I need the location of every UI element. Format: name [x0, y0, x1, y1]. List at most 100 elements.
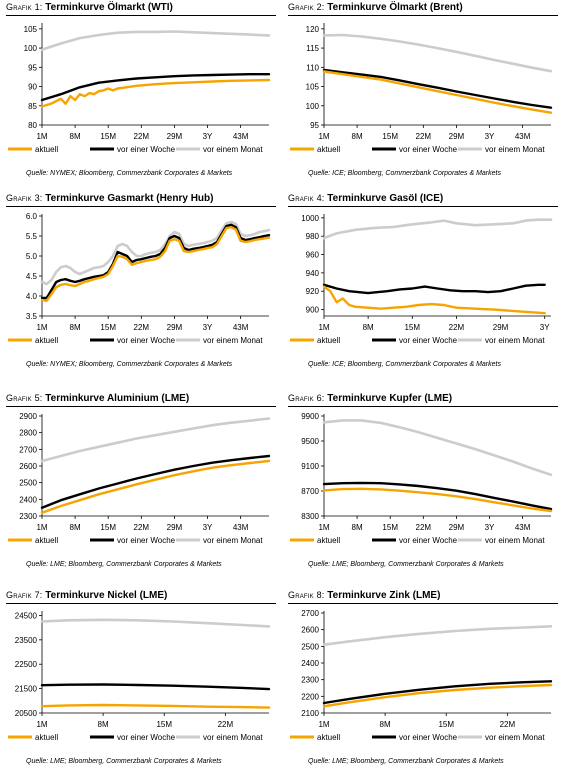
chart-4-legend-label-aktuell: aktuell — [317, 336, 340, 345]
chart-6-panel: Grafik 6: Terminkurve Kupfer (LME) 8300 87… — [288, 393, 558, 578]
chart-8-legend-label-woche: vor einer Woche — [399, 733, 458, 742]
chart-4-y-tick-label: 900 — [306, 306, 320, 315]
chart-8-legend-label-monat: vor einem Monat — [485, 733, 545, 742]
chart-1-x-tick-label: 22M — [134, 132, 150, 141]
chart-5-x-tick-label: 3Y — [203, 523, 213, 532]
chart-4-source: Quelle: ICE; Bloomberg, Commerzbank Corp… — [308, 361, 501, 368]
chart-8-legend-label-aktuell: aktuell — [317, 733, 340, 742]
chart-2-series-aktuell — [322, 70, 553, 114]
chart-5-legend-label-woche: vor einer Woche — [117, 536, 176, 545]
chart-6-title-prefix: Grafik 6: — [288, 393, 325, 403]
chart-2-x-tick-label: 1M — [318, 132, 329, 141]
chart-1-panel: Grafik 1: Terminkurve Ölmarkt (WTI) 80 85 9… — [6, 2, 276, 187]
chart-7-series-monat — [40, 618, 271, 628]
chart-2-svg: 95 100 105 110 115 120 1M 8M 15M 22M 29M 3Y 43M aktue… — [290, 23, 553, 154]
chart-8-y-tick-label: 2100 — [301, 709, 319, 718]
chart-5-x-tick-label: 22M — [134, 523, 150, 532]
chart-6-legend-label-monat: vor einem Monat — [485, 536, 545, 545]
chart-4-panel: Grafik 4: Terminkurve Gasöl (ICE) 900 920 9… — [288, 193, 558, 378]
chart-4-y-tick-label: 980 — [306, 232, 320, 241]
chart-3-panel: Grafik 3: Terminkurve Gasmarkt (Henry Hu… — [6, 193, 276, 378]
chart-3-x-tick-label: 1M — [36, 323, 47, 332]
chart-7-y-tick-label: 24500 — [15, 611, 38, 620]
chart-1-legend-monat: vor einem Monat — [176, 145, 263, 154]
chart-3-x-tick-label: 29M — [167, 323, 183, 332]
chart-2-y-tick-label: 95 — [310, 121, 319, 130]
chart-6-x-tick-label: 8M — [352, 523, 363, 532]
chart-6-title-text: Terminkurve Kupfer (LME) — [327, 393, 453, 404]
chart-3-title-rule — [6, 206, 276, 207]
chart-3-y-tick-label: 4.5 — [26, 272, 38, 281]
chart-3-title-text: Terminkurve Gasmarkt (Henry Hub) — [45, 193, 214, 204]
chart-1-title: Grafik 1: Terminkurve Ölmarkt (WTI) — [6, 2, 173, 13]
chart-8-series-monat — [322, 625, 553, 646]
chart-7-svg: 20500 21500 22500 23500 24500 1M 8M 15M 22M aktue… — [8, 611, 271, 742]
chart-7-title-rule — [6, 603, 276, 604]
chart-1-title-prefix: Grafik 1: — [6, 2, 43, 12]
chart-3-svg: 3.5 4.0 4.5 5.0 5.5 6.0 1M 8M 15M 22M 29M 3Y 43M aktu… — [8, 212, 271, 345]
chart-2-title-text: Terminkurve Ölmarkt (Brent) — [327, 2, 463, 13]
chart-5-series-aktuell — [40, 459, 271, 514]
chart-7-source: Quelle: LME; Bloomberg, Commerzbank Corp… — [26, 758, 222, 765]
chart-2-y-tick-label: 120 — [306, 25, 320, 34]
chart-2-legend-monat: vor einem Monat — [458, 145, 545, 154]
chart-4-x-tick-label: 3Y — [540, 323, 550, 332]
chart-8-title-text: Terminkurve Zink (LME) — [327, 590, 441, 601]
chart-2-y-tick-label: 110 — [306, 63, 319, 72]
chart-7-y-tick-label: 23500 — [15, 636, 38, 645]
chart-5-legend-monat: vor einem Monat — [176, 536, 263, 545]
chart-1-x-tick-label: 1M — [36, 132, 47, 141]
chart-7-legend-label-woche: vor einer Woche — [117, 733, 176, 742]
chart-2-title-rule — [288, 15, 558, 16]
chart-8-legend-woche: vor einer Woche — [372, 733, 458, 742]
chart-3-legend-label-monat: vor einem Monat — [203, 336, 263, 345]
chart-7-legend-monat: vor einem Monat — [176, 733, 263, 742]
chart-6-y-tick-label: 9100 — [301, 462, 319, 471]
chart-1-y-tick-label: 80 — [28, 121, 37, 130]
chart-7-x-tick-label: 8M — [98, 720, 109, 729]
chart-3-legend-label-aktuell: aktuell — [35, 336, 58, 345]
chart-5-legend-label-monat: vor einem Monat — [203, 536, 263, 545]
chart-8-y-tick-label: 2700 — [301, 609, 319, 618]
chart-1-x-tick-label: 3Y — [203, 132, 213, 141]
chart-4-series-monat — [322, 218, 553, 240]
chart-8-y-tick-label: 2400 — [301, 659, 319, 668]
chart-4-title-prefix: Grafik 4: — [288, 193, 325, 203]
chart-2-legend-label-aktuell: aktuell — [317, 145, 340, 154]
chart-8-svg: 2100 2200 2300 2400 2500 2600 2700 1M 8M 15M 22M ak… — [290, 609, 553, 742]
chart-3-y-tick-label: 3.5 — [26, 312, 38, 321]
chart-4-y-tick-label: 960 — [306, 251, 320, 260]
chart-7-legend-aktuell: aktuell — [8, 733, 58, 742]
chart-7-series-aktuell — [40, 703, 271, 709]
chart-6-x-tick-label: 43M — [515, 523, 531, 532]
chart-1-x-tick-label: 43M — [233, 132, 249, 141]
chart-1-legend-label-woche: vor einer Woche — [117, 145, 176, 154]
chart-1-x-tick-label: 29M — [167, 132, 183, 141]
chart-4-x-tick-label: 29M — [493, 323, 509, 332]
chart-2-x-tick-label: 43M — [515, 132, 531, 141]
chart-2-panel: Grafik 2: Terminkurve Ölmarkt (Brent) 95 1… — [288, 2, 558, 187]
chart-5-y-tick-label: 2500 — [19, 479, 37, 488]
chart-5-title-rule — [6, 406, 276, 407]
chart-2-legend-woche: vor einer Woche — [372, 145, 458, 154]
chart-7-series-woche — [40, 683, 271, 691]
chart-7-y-tick-label: 20500 — [15, 709, 38, 718]
chart-1-legend-woche: vor einer Woche — [90, 145, 176, 154]
chart-7-title-text: Terminkurve Nickel (LME) — [45, 590, 168, 601]
chart-4-x-tick-label: 1M — [318, 323, 329, 332]
chart-1-series-aktuell — [40, 78, 271, 108]
chart-6-legend-label-aktuell: aktuell — [317, 536, 340, 545]
chart-4-title: Grafik 4: Terminkurve Gasöl (ICE) — [288, 193, 443, 204]
chart-4-title-text: Terminkurve Gasöl (ICE) — [327, 193, 444, 204]
chart-3-x-tick-label: 3Y — [203, 323, 213, 332]
chart-3-source: Quelle: NYMEX; Bloomberg, Commerzbank Co… — [26, 361, 233, 368]
chart-1-svg: 80 85 90 95 100 105 1M 8M 15M 22M 29M 3Y 43M aktuell v… — [8, 23, 271, 154]
chart-7-y-tick-label: 21500 — [15, 685, 38, 694]
chart-6-x-tick-label: 29M — [449, 523, 465, 532]
chart-8-legend-monat: vor einem Monat — [458, 733, 545, 742]
chart-5-x-tick-label: 15M — [100, 523, 116, 532]
chart-3-x-tick-label: 8M — [70, 323, 81, 332]
chart-2-x-tick-label: 3Y — [485, 132, 495, 141]
chart-6-legend-monat: vor einem Monat — [458, 536, 545, 545]
chart-3-legend-aktuell: aktuell — [8, 336, 58, 345]
